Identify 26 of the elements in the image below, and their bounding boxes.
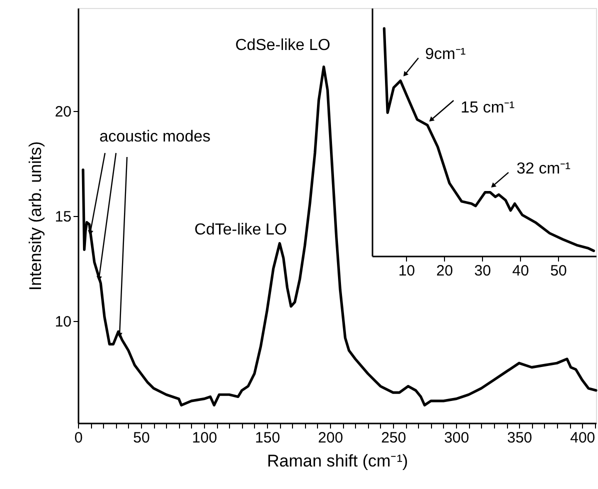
annotation: CdSe-like LO (235, 36, 330, 54)
line-series (82, 66, 598, 406)
x-tick-label: 50 (550, 262, 567, 280)
annotation: CdTe-like LO (194, 221, 287, 238)
annotation: 15 cm⁻¹ (460, 99, 515, 116)
x-tick-label: 200 (318, 430, 344, 446)
x-tick-label: 150 (255, 430, 280, 446)
y-tick-label: 15 (54, 208, 72, 226)
x-tick-label: 100 (192, 430, 218, 446)
x-tick-label: 10 (398, 262, 416, 280)
x-tick-label: 0 (74, 430, 83, 446)
x-tick-label: 400 (570, 430, 596, 446)
x-tick-label: 300 (444, 430, 470, 446)
x-tick-label: 350 (507, 430, 532, 446)
annotation: acoustic modes (99, 128, 210, 146)
x-tick-label: 30 (474, 262, 491, 280)
y-tick-label: 20 (54, 103, 72, 120)
x-tick-label: 50 (133, 430, 150, 446)
x-tick-label: 250 (381, 430, 406, 446)
x-tick-label: 40 (512, 262, 529, 280)
annotation: 32 cm⁻¹ (516, 160, 570, 178)
y-tick-label: 10 (54, 314, 72, 331)
x-axis-title: Raman shift (cm⁻¹) (266, 452, 408, 470)
y-axis-title: Intensity (arb. units) (26, 141, 45, 291)
x-tick-label: 20 (436, 262, 453, 280)
annotation: 9cm⁻¹ (425, 46, 466, 63)
